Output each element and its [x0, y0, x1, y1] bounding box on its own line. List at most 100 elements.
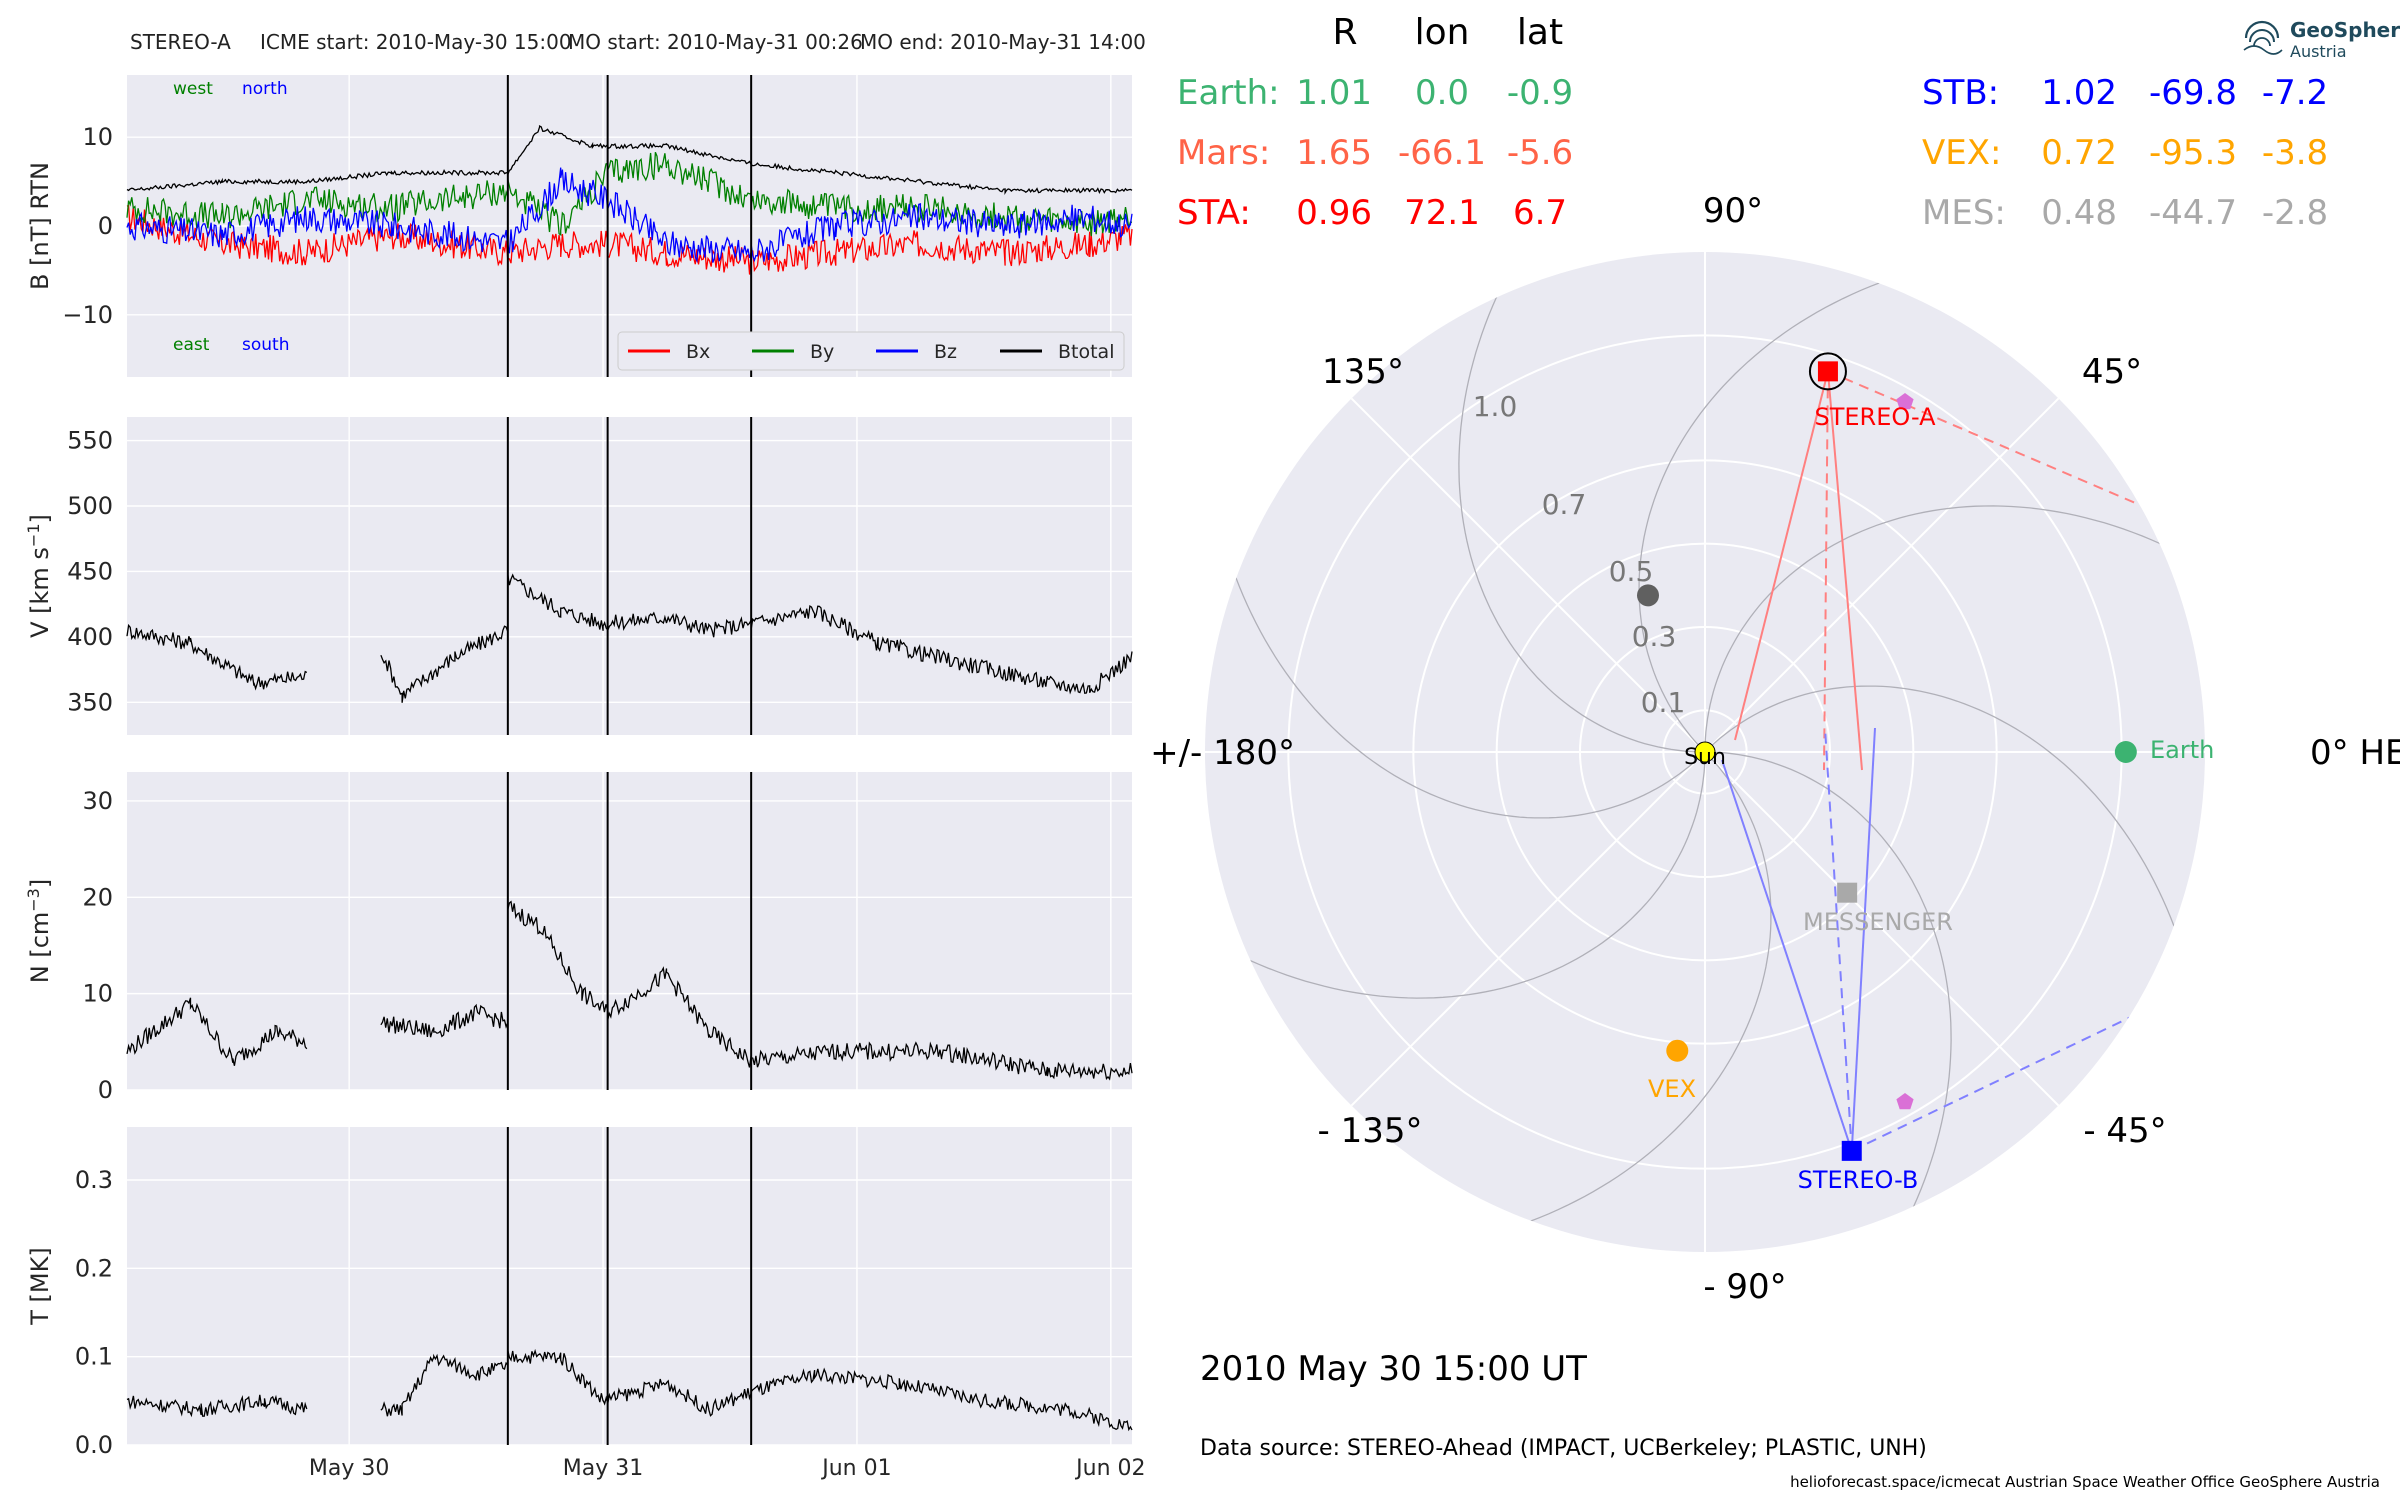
probe-marker — [1896, 393, 1914, 410]
y-tick-label: 0 — [98, 212, 113, 240]
radial-tick-label: 1.0 — [1473, 390, 1518, 423]
row-lat: -5.6 — [1507, 133, 1573, 173]
logo-line2: Austria — [2290, 42, 2347, 61]
angle-label: - 135° — [1318, 1111, 1423, 1151]
planet-marker — [1636, 584, 1659, 607]
row-lat: -3.8 — [2262, 133, 2328, 173]
y-axis-label: N [cm−3] — [24, 879, 54, 984]
y-tick-label: 0.1 — [75, 1343, 113, 1371]
plot-date: 2010 May 30 15:00 UT — [1200, 1349, 1587, 1389]
angular-gridline — [1704, 751, 2060, 1107]
stb-dashed-line — [1851, 1014, 2136, 1152]
parker-spiral — [1704, 505, 2205, 753]
sta-dashed-line — [1823, 371, 1829, 771]
angular-gridline — [1704, 397, 2060, 753]
angle-label: 135° — [1322, 352, 1404, 392]
mo-start-label: MO start: 2010-May-31 00:26 — [568, 30, 863, 54]
panel-3: 0 10 20 30 N [cm−3] — [24, 772, 1133, 1104]
row-lon: -44.7 — [2149, 193, 2237, 233]
sta-dashed-line — [1827, 370, 2141, 506]
y-tick-label: 550 — [67, 427, 113, 455]
y-tick-label: 0.2 — [75, 1254, 113, 1282]
panel-background — [127, 417, 1132, 735]
radial-tick-label: 0.1 — [1641, 686, 1686, 719]
mo-end-label: MO end: 2010-May-31 14:00 — [860, 30, 1146, 54]
y-tick-label: 450 — [67, 557, 113, 585]
sta-line — [1734, 371, 1829, 741]
annotation-north: north — [242, 79, 288, 99]
row-lat: 6.7 — [1513, 193, 1567, 233]
row-r: 1.65 — [1296, 133, 1372, 173]
legend-label-bz: Bz — [934, 341, 957, 363]
connection-lines — [1721, 370, 2141, 1152]
row-lon: 0.0 — [1415, 73, 1469, 113]
legend: Bx By Bz Btotal — [617, 331, 1125, 371]
sta-line — [1826, 371, 1863, 771]
y-tick-label: −10 — [62, 301, 113, 329]
row-name: VEX: — [1922, 133, 2002, 173]
x-tick-label: May 31 — [563, 1456, 643, 1481]
y-axis-label: T [MK] — [26, 1247, 54, 1325]
icme-start-label: ICME start: 2010-May-30 15:00 — [260, 30, 572, 54]
stb-dashed-line — [1824, 727, 1853, 1151]
earth-marker — [2114, 741, 2137, 763]
angle-label: - 45° — [2083, 1111, 2166, 1151]
geosphere-logo-icon — [2243, 20, 2283, 55]
credits: helioforecast.space/icmecat Austrian Spa… — [1790, 1473, 2380, 1491]
y-tick-label: 20 — [82, 883, 113, 911]
radial-tick-label: 0.3 — [1632, 620, 1677, 653]
body-label: STEREO-B — [1798, 1166, 1919, 1194]
parker-spiral — [1458, 252, 1706, 753]
body-label: Sun — [1684, 745, 1726, 770]
parker-spirals — [1205, 252, 2205, 1252]
panel-background — [127, 1127, 1132, 1445]
table-header: lon — [1415, 12, 1470, 53]
parker-spiral — [1216, 516, 1706, 819]
row-r: 1.02 — [2041, 73, 2117, 113]
row-lat: -0.9 — [1507, 73, 1573, 113]
legend-label-bx: Bx — [686, 341, 710, 363]
parker-spiral — [1704, 685, 2194, 988]
legend-label-btotal: Btotal — [1058, 341, 1114, 363]
time-series-panels: −10 0 10 B [nT] RTN west north east south Bx By Bz… — [24, 75, 1146, 1481]
y-axis-label: V [km s−1] — [24, 514, 54, 638]
series-btotal — [126, 125, 1133, 195]
vex-marker — [1666, 1039, 1689, 1062]
series-bz — [126, 167, 1133, 264]
panel-background — [127, 772, 1132, 1090]
body-label: VEX — [1648, 1075, 1696, 1103]
legend-label-by: By — [810, 341, 834, 363]
series-by — [126, 151, 1133, 237]
angular-gridline — [1350, 397, 1706, 753]
y-tick-label: 0.0 — [75, 1431, 113, 1459]
stb-line — [1850, 727, 1876, 1151]
table-header: lat — [1517, 12, 1563, 53]
row-lat: -7.2 — [2262, 73, 2328, 113]
stb-line — [1721, 759, 1853, 1152]
angular-gridline — [1350, 751, 1706, 1107]
parker-spiral — [1205, 751, 1706, 999]
body-label: Earth — [2150, 736, 2214, 764]
stereo-a-marker — [1817, 361, 1838, 382]
y-tick-label: 500 — [67, 492, 113, 520]
sun-marker — [1694, 741, 1716, 763]
row-name: MES: — [1922, 193, 2006, 233]
body-label: MESSENGER — [1803, 908, 1953, 936]
polar-position-plot: 0.1 0.3 0.5 0.7 1.0 0° HEEQ 45° 90° 135° +/- 180°… — [1150, 191, 2400, 1307]
parker-spiral — [1469, 751, 1772, 1241]
spacecraft-label: STEREO-A — [130, 30, 231, 54]
y-tick-label: 0 — [98, 1076, 113, 1104]
row-r: 0.48 — [2041, 193, 2117, 233]
x-tick-label: May 30 — [309, 1456, 389, 1481]
panel-2: 350 400 450 500 550 V [km s−1] — [24, 417, 1133, 735]
messenger-marker — [1837, 882, 1858, 903]
angle-label: 45° — [2082, 352, 2142, 392]
legend-box — [617, 331, 1125, 371]
y-tick-label: 10 — [82, 123, 113, 151]
panel-4: 0.0 0.1 0.2 0.3 T [MK] May 30 May 31 Jun 01 Jun … — [26, 1127, 1146, 1481]
x-tick-label: Jun 02 — [1074, 1456, 1145, 1481]
table-header: R — [1332, 12, 1357, 53]
angle-label: 0° HEEQ — [2310, 733, 2400, 773]
body-label: STEREO-A — [1814, 403, 1936, 431]
